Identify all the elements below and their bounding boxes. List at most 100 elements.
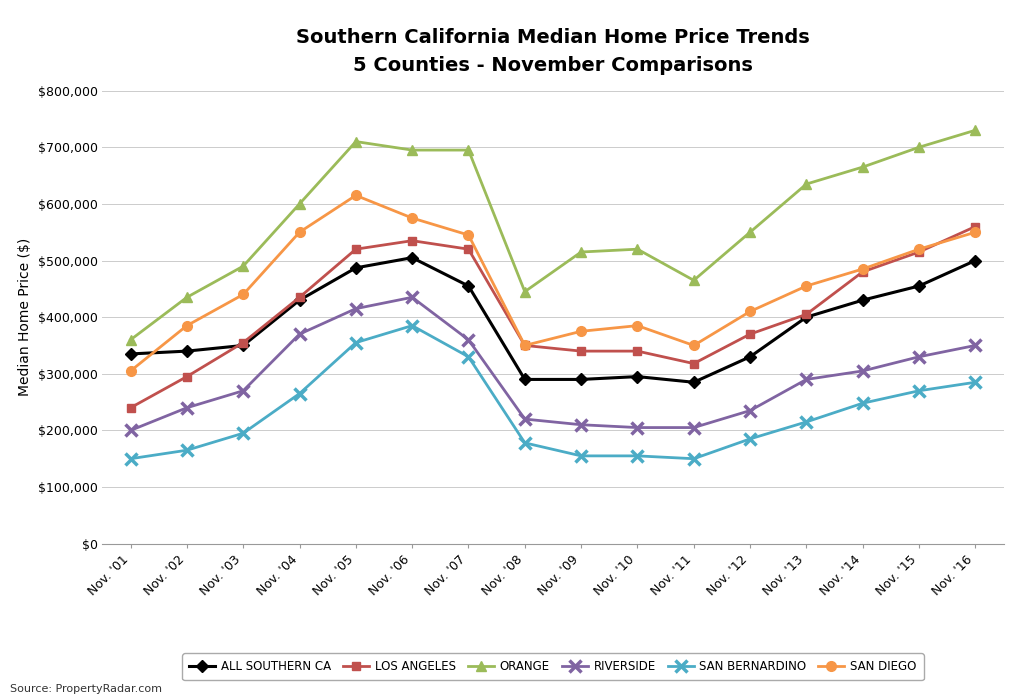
LOS ANGELES	[237, 339, 250, 347]
ALL SOUTHERN CA	[856, 296, 868, 305]
SAN DIEGO	[743, 307, 756, 316]
SAN DIEGO	[180, 321, 193, 330]
ALL SOUTHERN CA	[631, 372, 644, 381]
RIVERSIDE	[406, 293, 419, 302]
ALL SOUTHERN CA	[406, 254, 419, 262]
SAN BERNARDINO	[518, 438, 530, 447]
RIVERSIDE	[969, 342, 981, 350]
SAN DIEGO	[631, 321, 644, 330]
RIVERSIDE	[518, 415, 530, 423]
ALL SOUTHERN CA	[125, 350, 137, 358]
LOS ANGELES	[688, 360, 700, 368]
LOS ANGELES	[293, 293, 305, 302]
SAN BERNARDINO	[631, 452, 644, 460]
RIVERSIDE	[913, 353, 926, 361]
Line: SAN DIEGO: SAN DIEGO	[126, 190, 980, 376]
RIVERSIDE	[293, 330, 305, 338]
Y-axis label: Median Home Price ($): Median Home Price ($)	[18, 238, 32, 397]
RIVERSIDE	[575, 420, 588, 429]
ORANGE	[743, 228, 756, 236]
Text: Source: PropertyRadar.com: Source: PropertyRadar.com	[10, 684, 162, 694]
ALL SOUTHERN CA	[463, 282, 475, 290]
SAN BERNARDINO	[463, 353, 475, 361]
SAN DIEGO	[293, 228, 305, 236]
SAN DIEGO	[969, 228, 981, 236]
SAN DIEGO	[688, 342, 700, 350]
SAN BERNARDINO	[743, 435, 756, 443]
LOS ANGELES	[969, 222, 981, 231]
RIVERSIDE	[463, 336, 475, 344]
SAN BERNARDINO	[688, 454, 700, 463]
ORANGE	[688, 276, 700, 284]
SAN DIEGO	[125, 367, 137, 375]
RIVERSIDE	[180, 404, 193, 412]
SAN BERNARDINO	[350, 339, 362, 347]
SAN BERNARDINO	[180, 446, 193, 454]
SAN DIEGO	[406, 214, 419, 222]
LOS ANGELES	[125, 404, 137, 412]
ORANGE	[631, 245, 644, 253]
LOS ANGELES	[463, 245, 475, 253]
RIVERSIDE	[631, 423, 644, 431]
Line: SAN BERNARDINO: SAN BERNARDINO	[125, 320, 981, 464]
SAN DIEGO	[350, 191, 362, 199]
ORANGE	[518, 287, 530, 296]
ALL SOUTHERN CA	[575, 375, 588, 383]
ORANGE	[856, 163, 868, 171]
ORANGE	[575, 248, 588, 256]
ALL SOUTHERN CA	[350, 263, 362, 272]
RIVERSIDE	[125, 427, 137, 435]
SAN DIEGO	[856, 265, 868, 273]
ALL SOUTHERN CA	[913, 282, 926, 290]
Title: Southern California Median Home Price Trends
5 Counties - November Comparisons: Southern California Median Home Price Tr…	[296, 28, 810, 75]
ORANGE	[237, 262, 250, 270]
LOS ANGELES	[631, 347, 644, 355]
ORANGE	[969, 126, 981, 135]
ALL SOUTHERN CA	[801, 313, 813, 321]
LOS ANGELES	[518, 342, 530, 350]
LOS ANGELES	[406, 236, 419, 245]
ALL SOUTHERN CA	[969, 256, 981, 265]
RIVERSIDE	[801, 375, 813, 383]
Line: ALL SOUTHERN CA: ALL SOUTHERN CA	[126, 254, 980, 386]
SAN BERNARDINO	[293, 390, 305, 398]
RIVERSIDE	[688, 423, 700, 431]
SAN BERNARDINO	[237, 429, 250, 438]
RIVERSIDE	[856, 367, 868, 375]
ORANGE	[350, 137, 362, 146]
Line: LOS ANGELES: LOS ANGELES	[126, 222, 980, 412]
SAN BERNARDINO	[801, 418, 813, 426]
SAN DIEGO	[801, 282, 813, 290]
ORANGE	[913, 143, 926, 151]
RIVERSIDE	[350, 305, 362, 313]
RIVERSIDE	[237, 387, 250, 395]
SAN BERNARDINO	[856, 399, 868, 407]
SAN DIEGO	[913, 245, 926, 253]
ALL SOUTHERN CA	[743, 353, 756, 361]
ORANGE	[180, 293, 193, 302]
SAN BERNARDINO	[125, 454, 137, 463]
ALL SOUTHERN CA	[237, 342, 250, 350]
ORANGE	[293, 199, 305, 208]
ORANGE	[463, 146, 475, 154]
LOS ANGELES	[743, 330, 756, 338]
SAN BERNARDINO	[969, 378, 981, 386]
ORANGE	[801, 180, 813, 188]
SAN DIEGO	[575, 327, 588, 335]
Line: ORANGE: ORANGE	[126, 125, 980, 344]
ORANGE	[125, 336, 137, 344]
LOS ANGELES	[575, 347, 588, 355]
SAN BERNARDINO	[406, 321, 419, 330]
Legend: ALL SOUTHERN CA, LOS ANGELES, ORANGE, RIVERSIDE, SAN BERNARDINO, SAN DIEGO: ALL SOUTHERN CA, LOS ANGELES, ORANGE, RI…	[182, 653, 924, 680]
LOS ANGELES	[801, 310, 813, 319]
Line: RIVERSIDE: RIVERSIDE	[125, 292, 981, 436]
ALL SOUTHERN CA	[518, 375, 530, 383]
RIVERSIDE	[743, 406, 756, 415]
ALL SOUTHERN CA	[688, 378, 700, 386]
LOS ANGELES	[856, 268, 868, 276]
LOS ANGELES	[913, 248, 926, 256]
SAN BERNARDINO	[575, 452, 588, 460]
SAN DIEGO	[237, 290, 250, 298]
ALL SOUTHERN CA	[180, 347, 193, 355]
ALL SOUTHERN CA	[293, 296, 305, 305]
